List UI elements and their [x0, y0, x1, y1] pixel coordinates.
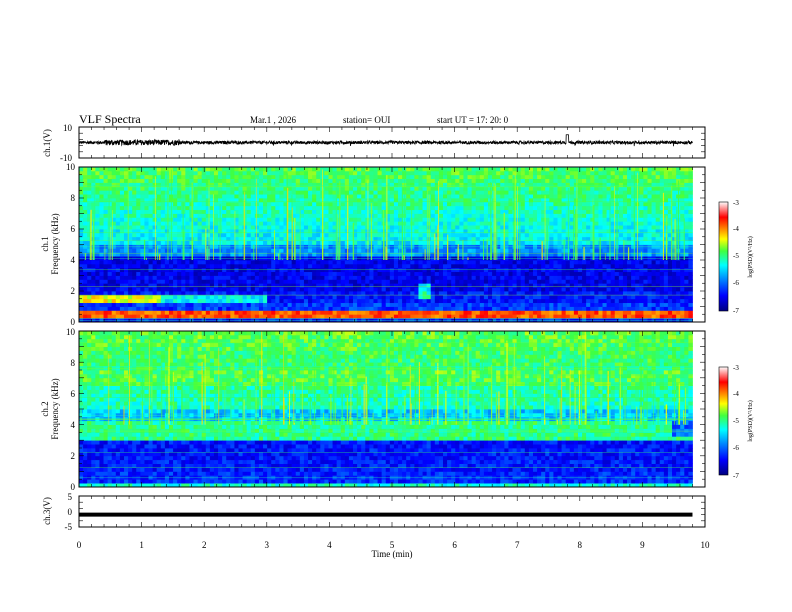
x-tick-label-0: 0 — [77, 540, 82, 550]
axis-ticks — [78, 126, 706, 528]
ch2-cbar-tick-5: -5 — [733, 417, 739, 425]
ch2-frequency-label: Frequency (kHz) — [50, 378, 60, 439]
ch2-cbar-tick-3: -3 — [733, 364, 739, 372]
ch1-ftick-6: 6 — [71, 224, 76, 234]
ch1-channel-label: ch.1 — [40, 236, 50, 251]
ch1-cbar-tick-3: -3 — [733, 199, 739, 207]
ch1-colorbar — [718, 201, 729, 312]
x-tick-label-4: 4 — [327, 540, 332, 550]
start-time-label: start UT = 17: 20: 0 — [437, 115, 509, 125]
ch1-colorbar-label: log(PSD)(V²/Hz) — [747, 236, 754, 277]
ch3-waveform-ylabel: ch.3(V) — [42, 497, 52, 525]
station-label: station= OUI — [343, 115, 390, 125]
ch1-cbar-tick-7: -7 — [733, 307, 739, 315]
ch1-ftick-0: 0 — [71, 317, 76, 327]
ch1-ftick-8: 8 — [71, 193, 76, 203]
ch2-ftick-10: 10 — [66, 327, 76, 337]
ch2-spectrogram-panel: 0 2 4 6 8 10 ch.2 Frequency (kHz) -3 -4 … — [40, 327, 754, 492]
ch3-ytick-top: 5 — [68, 492, 73, 502]
ch1-ytick-top: 10 — [63, 123, 73, 133]
ch1-frequency-label: Frequency (kHz) — [50, 213, 60, 274]
figure-title: VLF Spectra — [79, 112, 141, 126]
ch1-ytick-bottom: -10 — [60, 153, 72, 163]
ch3-waveform-frame — [78, 495, 706, 528]
ch2-spectrogram-image — [79, 331, 693, 488]
x-tick-label-5: 5 — [390, 540, 395, 550]
ch1-cbar-tick-5: -5 — [733, 252, 739, 260]
date-label: Mar.1 , 2026 — [250, 115, 296, 125]
ch2-colorbar-label: log(PSD)(V²/Hz) — [747, 400, 754, 441]
x-tick-label-9: 9 — [640, 540, 645, 550]
ch3-ytick-bottom: -5 — [65, 522, 73, 532]
x-tick-label-7: 7 — [515, 540, 520, 550]
ch1-spectrogram-panel: 0 2 4 6 8 10 ch.1 Frequency (kHz) -3 -4 … — [40, 162, 754, 327]
ch2-cbar-tick-6: -6 — [733, 444, 739, 452]
ch3-waveform-panel: 5 0 -5 ch.3(V) — [42, 492, 706, 532]
x-axis-label: Time (min) — [372, 549, 413, 559]
ch1-ftick-10: 10 — [66, 162, 76, 172]
ch1-cbar-tick-4: -4 — [733, 225, 739, 233]
ch1-waveform-trace — [78, 134, 693, 147]
x-tick-label-1: 1 — [139, 540, 144, 550]
ch2-ftick-0: 0 — [71, 482, 76, 492]
ch1-waveform-panel: 10 -10 ch.1(V) — [42, 123, 706, 163]
ch2-cbar-tick-7: -7 — [733, 472, 739, 480]
ch1-ftick-2: 2 — [71, 286, 76, 296]
ch2-cbar-tick-4: -4 — [733, 390, 739, 398]
ch2-ftick-6: 6 — [71, 389, 76, 399]
x-tick-label-3: 3 — [265, 540, 270, 550]
ch2-ftick-4: 4 — [71, 420, 76, 430]
x-tick-label-8: 8 — [578, 540, 583, 550]
ch1-cbar-tick-6: -6 — [733, 279, 739, 287]
ch2-colorbar — [718, 366, 729, 476]
ch1-ftick-4: 4 — [71, 255, 76, 265]
ch2-ftick-2: 2 — [71, 451, 76, 461]
x-tick-label-10: 10 — [701, 540, 711, 550]
ch1-spectrogram-image — [79, 167, 693, 323]
ch3-ytick-mid: 0 — [68, 507, 73, 517]
x-tick-label-6: 6 — [452, 540, 457, 550]
x-tick-label-2: 2 — [202, 540, 207, 550]
ch1-waveform-ylabel: ch.1(V) — [42, 129, 52, 157]
ch2-ftick-8: 8 — [71, 358, 76, 368]
x-axis-tick-labels: 0 1 2 3 4 5 6 7 8 9 10 — [77, 540, 710, 550]
ch2-channel-label: ch.2 — [40, 401, 50, 416]
